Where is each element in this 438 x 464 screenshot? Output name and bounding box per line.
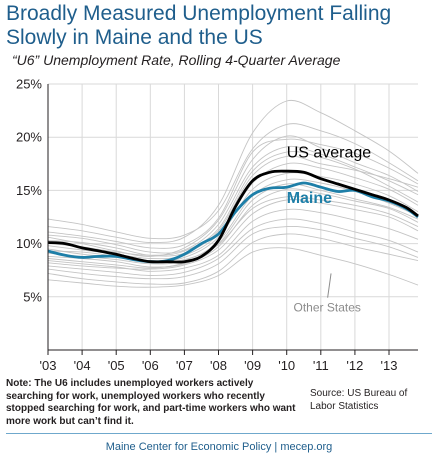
series-line-us-average	[47, 169, 419, 264]
series-line-other-state	[47, 155, 419, 257]
x-tick-label: '03	[40, 358, 57, 373]
series-line-other-state	[47, 138, 419, 249]
series-line-other-state	[47, 99, 419, 243]
x-tick-label: '05	[108, 358, 125, 373]
series-line-other-state	[47, 208, 419, 272]
annotation-other-states: Other States	[294, 301, 361, 315]
series-line-other-state	[47, 226, 419, 280]
series-line-other-state	[47, 123, 419, 240]
series-line-other-state	[47, 145, 419, 254]
x-tick-label: '09	[244, 358, 261, 373]
other-states-layer	[47, 99, 419, 288]
series-line-other-state	[47, 196, 419, 269]
footer-credit: Maine Center for Economic Policy | mecep…	[105, 441, 333, 453]
y-tick-label: 25%	[16, 77, 42, 92]
x-tick-label: '07	[176, 358, 193, 373]
x-tick-label: '10	[278, 358, 295, 373]
series-line-other-state	[47, 218, 419, 276]
series-line-other-state	[47, 199, 419, 270]
footer-divider	[6, 433, 432, 434]
footnote: Note: The U6 includes unemployed workers…	[6, 378, 296, 427]
series-line-other-state	[47, 247, 419, 288]
x-tick-label: '04	[74, 358, 91, 373]
other-states-leader-line	[327, 273, 332, 298]
chart-title: Broadly Measured Unemployment Falling Sl…	[6, 2, 392, 49]
annotation-us-average: US average	[287, 144, 372, 161]
y-tick-label: 5%	[23, 289, 42, 304]
x-tick-label: '13	[381, 358, 398, 373]
x-tick-label: '06	[142, 358, 159, 373]
series-line-other-state	[47, 233, 419, 285]
annotation-maine: Maine	[287, 190, 332, 207]
y-tick-label: 20%	[16, 130, 42, 145]
annotation-layer: US average Maine Other States	[287, 144, 372, 314]
x-tick-label: '12	[346, 358, 363, 373]
x-tick-label: '11	[313, 358, 329, 373]
series-line-other-state	[47, 135, 419, 257]
series-line-other-state	[47, 151, 419, 256]
source-note: Source: US Bureau of Labor Statistics	[310, 388, 408, 412]
chart-subtitle: “U6” Unemployment Rate, Rolling 4-Quarte…	[12, 52, 341, 68]
chart-canvas: 5% 10% 15% 20% 25% '03 '04 '05 '06 '07 '08 '09 '10 '1…	[16, 77, 419, 373]
main-series-layer	[47, 169, 419, 264]
x-tick-label: '08	[210, 358, 227, 373]
y-tick-label: 10%	[16, 236, 42, 251]
axis-layer: 5% 10% 15% 20% 25% '03 '04 '05 '06 '07 '08 '09 '10 '1…	[16, 77, 418, 373]
y-tick-label: 15%	[16, 183, 42, 198]
